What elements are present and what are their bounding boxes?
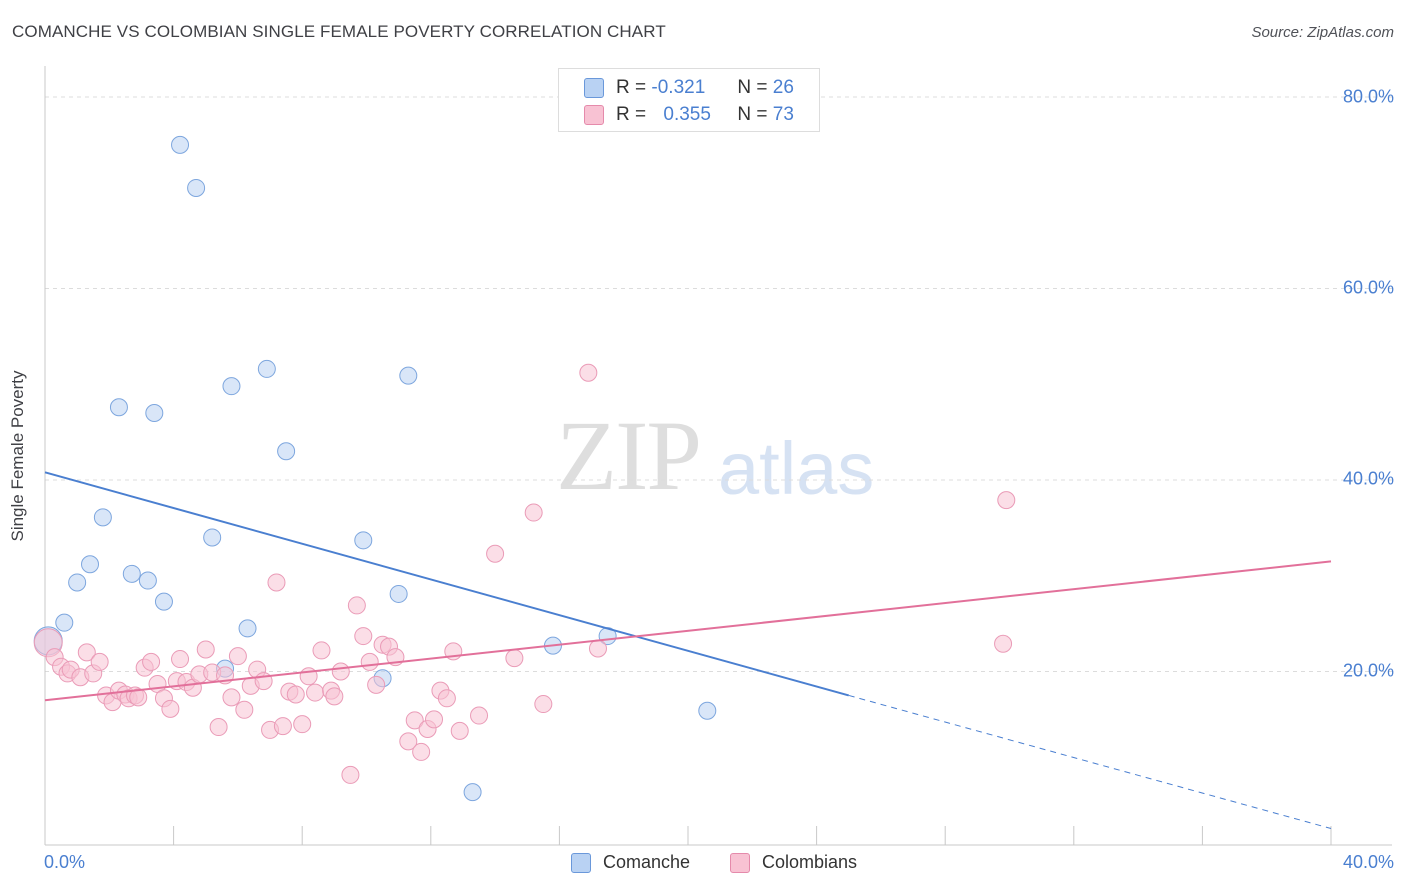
comanche-point [68,573,87,592]
legend-swatch-comanche [584,78,604,98]
source-label: Source: ZipAtlas.com [1251,24,1394,41]
x-tick-label-min: 0.0% [44,852,86,872]
legend-r-label: R = [616,77,647,98]
colombians-point [367,675,386,694]
comanche-point [389,584,408,603]
comanche-point [55,613,74,632]
colombians-point [293,715,312,734]
legend-swatch-colombians [584,105,604,125]
colombians-point [437,689,456,708]
colombians-point [273,717,292,736]
comanche-point [154,592,173,611]
colombians-point [222,688,241,707]
colombians-point [505,649,524,668]
colombians-point [267,573,286,592]
comanche-point [93,508,112,527]
legend-n-value: 73 [772,104,794,125]
y-axis-label: Single Female Poverty [8,370,27,542]
legend-row-comanche: R = -0.321 N = 26 [584,77,794,99]
comanche-point [109,398,128,417]
watermark-atlas: atlas [718,427,875,510]
colombians-point [77,643,96,662]
comanche-point [122,564,141,583]
legend-r-value: 0.355 [663,104,711,125]
colombians-point [286,685,305,704]
colombians-point [997,491,1016,510]
colombians-point [171,650,190,669]
comanche-point [222,377,241,396]
comanche-point [238,619,257,638]
comanche-trend-line [44,471,850,697]
legend-r-value: -0.321 [651,77,706,98]
series-swatch-comanche [571,852,591,873]
colombians-point [524,503,543,522]
comanche-point [354,531,373,550]
colombians-point [405,711,424,730]
colombians-point [994,634,1013,653]
comanche-point [257,359,276,378]
chart-title: COMANCHE VS COLOMBIAN SINGLE FEMALE POVE… [12,22,666,41]
comanche-point [277,442,296,461]
colombians-point [209,718,228,737]
x-tick-label-max: 40.0% [1342,852,1394,872]
colombians-point [534,695,553,714]
comanche-point [138,571,157,590]
series-swatch-colombians [730,852,750,873]
colombians-trend-line [44,560,1332,702]
colombians-point [425,710,444,729]
comanche-point [203,528,222,547]
series-legend-colombians[interactable]: Colombians [730,852,857,873]
comanche-point [698,701,717,720]
y-tick-label-40: 40.0% [1342,468,1394,489]
colombians-point [450,721,469,740]
colombians-point [129,688,148,707]
series-legend-comanche[interactable]: Comanche [571,852,690,873]
y-tick-label-20: 20.0% [1342,660,1394,681]
colombians-point [306,683,325,702]
legend-n-label: N = [737,104,768,125]
colombians-point [196,640,215,659]
correlation-legend: R = -0.321 N = 26 R = 0.355 N = 73 [558,68,820,132]
colombians-point [331,662,350,681]
colombians-point [412,742,431,761]
comanche-point [171,135,190,154]
colombians-point [399,732,418,751]
colombians-point [341,765,360,784]
comanche-point [81,555,100,574]
y-tick-label-80: 80.0% [1342,86,1394,107]
colombians-point [228,647,247,666]
series-label-comanche: Comanche [603,852,691,872]
series-label-colombians: Colombians [762,852,858,872]
colombians-point [325,687,344,706]
comanche-point [187,178,206,197]
legend-row-colombians: R = 0.355 N = 73 [584,104,794,126]
comanche-trend-extension [848,694,1332,830]
colombians-point [360,652,379,671]
colombians-point [579,363,598,382]
legend-r-label: R = [616,104,647,125]
comanche-point [145,403,164,422]
colombians-point [588,639,607,658]
colombians-point [312,641,331,660]
colombians-point [347,596,366,615]
colombians-point [142,652,161,671]
comanche-point [463,783,482,802]
colombians-point [354,627,373,646]
comanche-point [399,366,418,385]
colombians-point [235,700,254,719]
colombians-point [486,544,505,563]
colombians-point [161,699,180,718]
y-tick-label-60: 60.0% [1342,277,1394,298]
watermark-zip: ZIP [556,400,702,511]
colombians-point [90,652,109,671]
series-legend: Comanche Colombians [0,852,1406,878]
colombians-point [470,706,489,725]
legend-n-label: N = [737,77,768,98]
legend-n-value: 26 [772,77,794,98]
